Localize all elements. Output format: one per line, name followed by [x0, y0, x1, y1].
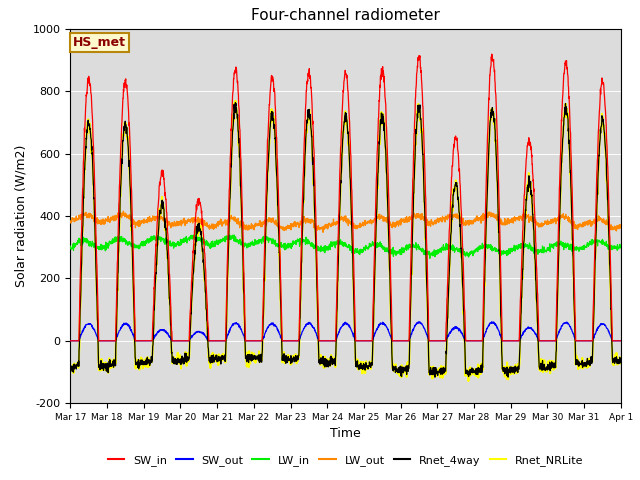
Text: HS_met: HS_met — [73, 36, 126, 48]
X-axis label: Time: Time — [330, 428, 361, 441]
Legend: SW_in, SW_out, LW_in, LW_out, Rnet_4way, Rnet_NRLite: SW_in, SW_out, LW_in, LW_out, Rnet_4way,… — [103, 451, 588, 471]
Y-axis label: Solar radiation (W/m2): Solar radiation (W/m2) — [14, 145, 27, 287]
Title: Four-channel radiometer: Four-channel radiometer — [251, 9, 440, 24]
